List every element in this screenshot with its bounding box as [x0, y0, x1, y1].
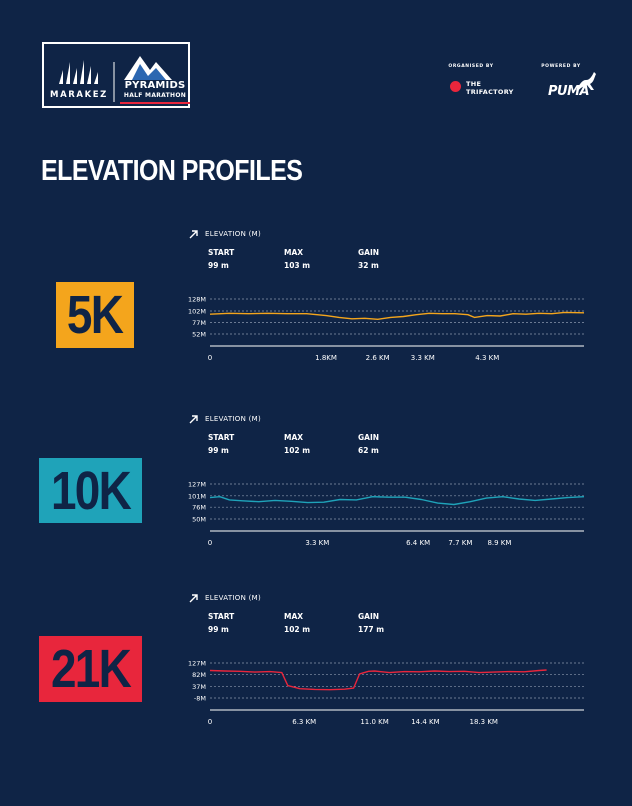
y-tick-label-21k: 127M [188, 660, 206, 668]
arrow-up-right-icon [189, 594, 198, 603]
elevation-block-10k: ELEVATION (M) START 99 m MAX 102 m GAIN 62 m 12… [188, 415, 598, 555]
elevation-line-10k [209, 495, 585, 506]
x-tick-label-10k: 6.4 KM [406, 539, 430, 547]
x-tick-label-21k: 11.0 KM [360, 718, 388, 726]
elevation-title-10k: ELEVATION (M) [205, 415, 262, 423]
badge-10k: 10K [39, 458, 142, 523]
badge-21k: 21K [39, 636, 142, 702]
stat-label-max-10k: MAX [284, 433, 304, 442]
stat-label-gain-5k: GAIN [358, 248, 380, 257]
y-tick-label-21k: -8M [194, 695, 206, 703]
trifactory-dot-icon [450, 81, 461, 92]
stat-value-max-10k: 102 m [284, 446, 311, 455]
y-tick-label-21k: 82M [192, 671, 206, 679]
stat-value-start-5k: 99 m [208, 261, 229, 270]
x-tick-label-5k: 3.3 KM [411, 354, 435, 362]
x-tick-label-21k: 14.4 KM [411, 718, 439, 726]
y-tick-label-5k: 52M [192, 331, 206, 339]
event-name-line1: PYRAMIDS [124, 80, 186, 91]
organiser-line2: TRIFACTORY [466, 88, 514, 96]
elevation-title-21k: ELEVATION (M) [205, 594, 262, 602]
stat-label-start-21k: START [208, 612, 235, 621]
stat-value-start-10k: 99 m [208, 446, 229, 455]
stat-label-max-5k: MAX [284, 248, 304, 257]
stat-value-max-21k: 102 m [284, 625, 311, 634]
stat-value-start-21k: 99 m [208, 625, 229, 634]
stat-label-gain-10k: GAIN [358, 433, 380, 442]
elevation-line-5k [209, 311, 585, 321]
powered-by-label: POWERED BY [541, 64, 581, 69]
x-tick-label-5k: 2.6 KM [366, 354, 390, 362]
badge-5k: 5K [56, 282, 134, 348]
x-tick-label-10k: 7.7 KM [448, 539, 472, 547]
event-name-line2: HALF MARATHON [123, 92, 187, 99]
y-tick-label-5k: 77M [192, 319, 206, 327]
logo-graphic [59, 56, 190, 104]
y-tick-label-10k: 127M [188, 481, 206, 489]
y-tick-label-5k: 128M [188, 296, 206, 304]
y-tick-label-10k: 76M [192, 504, 206, 512]
x-tick-label-21k: 6.3 KM [292, 718, 316, 726]
y-tick-label-5k: 102M [188, 307, 206, 315]
x-tick-label-10k: 3.3 KM [305, 539, 329, 547]
stat-label-start-5k: START [208, 248, 235, 257]
arrow-up-right-icon [189, 230, 198, 239]
stat-label-start-10k: START [208, 433, 235, 442]
stat-value-gain-10k: 62 m [358, 446, 379, 455]
x-tick-label-21k: 0 [208, 718, 212, 726]
x-tick-label-10k: 0 [208, 539, 212, 547]
arrow-up-right-icon [189, 415, 198, 424]
elevation-line-21k [209, 669, 547, 691]
y-tick-label-21k: 37M [192, 683, 206, 691]
elevation-block-21k: ELEVATION (M) START 99 m MAX 102 m GAIN 177 m 1… [188, 594, 598, 734]
puma-cat-icon [576, 72, 596, 91]
x-tick-label-5k: 1.8KM [315, 354, 337, 362]
organiser-line1: THE [466, 80, 482, 88]
marakez-pyramids-logo: MARAKEZ PYRAMIDS HALF MARATHON [42, 42, 190, 108]
x-tick-label-5k: 0 [208, 354, 212, 362]
y-tick-label-10k: 50M [192, 516, 206, 524]
stat-label-gain-21k: GAIN [358, 612, 380, 621]
badge-5k-label: 5K [67, 285, 124, 345]
badge-10k-label: 10K [50, 460, 132, 521]
elevation-chart-5k: 128M 102M 77M 52M 0 1.8KM 2.6 KM 3.3 KM 4.3 KM [188, 296, 585, 362]
stat-value-gain-21k: 177 m [358, 625, 385, 634]
elevation-block-5k: ELEVATION (M) START 99 m MAX 103 m GAIN 32 m 12… [188, 230, 598, 370]
badge-21k-label: 21K [50, 639, 132, 699]
x-tick-label-21k: 18.3 KM [470, 718, 498, 726]
organised-by-label: ORGANISED BY [448, 64, 494, 69]
x-tick-label-10k: 8.9 KM [487, 539, 511, 547]
elevation-chart-21k: 127M 82M 37M -8M 0 6.3 KM 11.0 KM 14.4 KM 18.3 K… [188, 660, 584, 726]
page-title: ELEVATION PROFILES [41, 155, 303, 187]
stat-value-gain-5k: 32 m [358, 261, 379, 270]
x-tick-label-5k: 4.3 KM [475, 354, 499, 362]
y-tick-label-10k: 101M [188, 492, 206, 500]
elevation-title-5k: ELEVATION (M) [205, 230, 262, 238]
stat-value-max-5k: 103 m [284, 261, 311, 270]
stat-label-max-21k: MAX [284, 612, 304, 621]
marakez-label: MARAKEZ [50, 90, 108, 100]
elevation-chart-10k: 127M 101M 76M 50M 0 3.3 KM 6.4 KM 7.7 KM 8.9 KM [188, 481, 585, 547]
